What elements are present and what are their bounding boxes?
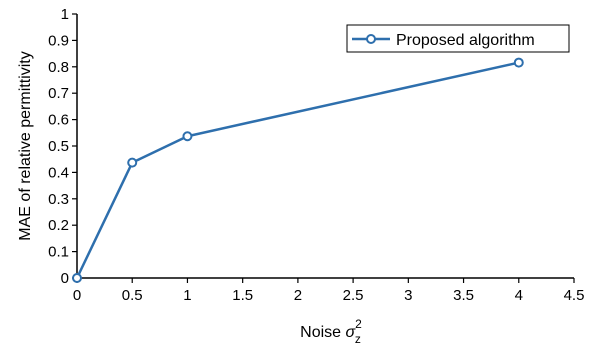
data-point [72, 273, 82, 283]
legend-marker [366, 34, 376, 44]
x-tick-label: 0 [73, 287, 81, 304]
x-axis-label-sub: z [355, 332, 361, 346]
y-axis-label: MAE of relative permittivity [17, 51, 34, 240]
data-point [513, 57, 524, 68]
y-tick-label: 0.7 [48, 85, 69, 102]
series-line [75, 61, 520, 279]
x-tick-label: 3.5 [453, 287, 474, 304]
y-ticks: 0 0.1 0.2 0.3 0.4 0.5 0.6 0.7 0.8 0.9 1 [48, 6, 77, 287]
y-tick-label: 0.9 [48, 32, 69, 49]
y-tick-label: 0.5 [48, 138, 69, 155]
x-tick-label: 4 [515, 287, 523, 304]
x-axis-label: Noise σ2 z [300, 317, 362, 346]
y-tick-label: 0.6 [48, 112, 69, 129]
x-axis-label-symbol: σ [346, 324, 357, 341]
x-ticks: 0 0.5 1 1.5 2 2.5 3 3.5 4 4.5 [73, 278, 585, 304]
data-point [182, 131, 193, 142]
series-layer [72, 57, 524, 283]
x-tick-label: 1 [183, 287, 191, 304]
x-tick-label: 2.5 [343, 287, 364, 304]
y-tick-label: 0.8 [48, 59, 69, 76]
x-tick-label: 1.5 [232, 287, 253, 304]
x-axis-label-sup: 2 [355, 317, 362, 331]
legend: Proposed algorithm [346, 24, 570, 53]
y-tick-label: 0.2 [48, 217, 69, 234]
legend-label: Proposed algorithm [396, 32, 535, 49]
y-tick-label: 0.3 [48, 191, 69, 208]
y-tick-label: 0.1 [48, 244, 69, 261]
x-tick-label: 0.5 [122, 287, 143, 304]
y-tick-label: 0 [61, 270, 69, 287]
axes [76, 14, 574, 279]
x-tick-label: 4.5 [564, 287, 585, 304]
data-point [127, 157, 138, 168]
x-tick-label: 2 [294, 287, 302, 304]
x-tick-label: 3 [404, 287, 412, 304]
y-tick-label: 1 [61, 6, 69, 23]
y-tick-label: 0.4 [48, 164, 69, 181]
